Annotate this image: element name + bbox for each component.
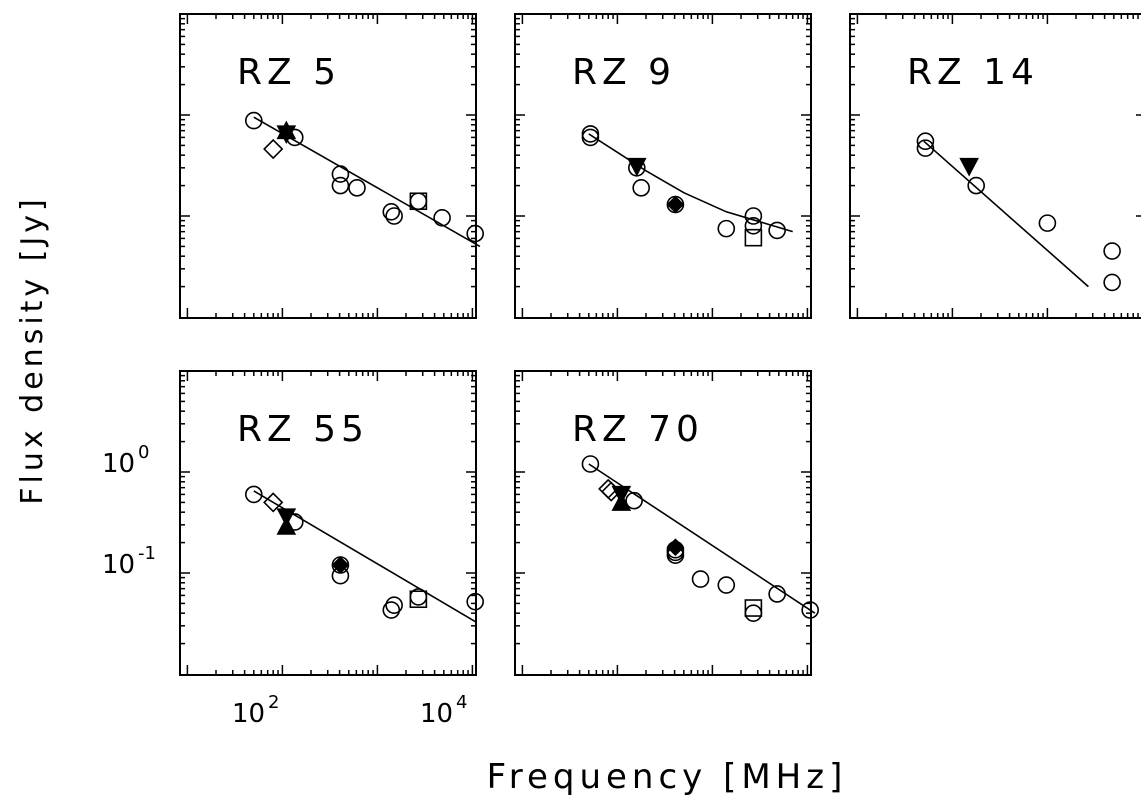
data-point-triangle-down xyxy=(959,157,979,177)
data-point-circle xyxy=(466,592,484,611)
data-point-square xyxy=(409,192,428,211)
data-point-circle xyxy=(385,596,403,614)
data-point-circle xyxy=(717,576,736,594)
data-point-circle xyxy=(1038,214,1057,232)
panel-title: RZ 5 xyxy=(237,52,341,93)
x-tick-base: 10 xyxy=(420,699,453,729)
figure-ylabel: Flux density [Jy] xyxy=(15,195,50,504)
data-point-circle xyxy=(382,601,401,619)
data-point-circle xyxy=(331,165,350,183)
data-point-circle xyxy=(744,216,763,235)
y-tick-label-1e0: 10 0 xyxy=(102,442,149,479)
data-point-diamond xyxy=(263,492,284,513)
data-point-circle xyxy=(768,221,786,240)
panel-rz-14: RZ 14 xyxy=(849,13,1141,319)
figure-xlabel: Frequency [MHz] xyxy=(487,757,848,797)
data-point-circle xyxy=(285,513,304,531)
data-point-square xyxy=(744,599,763,617)
panels: RZ 5 RZ 9 RZ 14 RZ 55 RZ 70 xyxy=(179,13,1141,676)
panel-title: RZ 70 xyxy=(572,409,704,450)
fit-line xyxy=(588,133,793,233)
data-point-circle xyxy=(744,207,763,225)
data-point-circle xyxy=(409,588,428,606)
x-tick-exp: 2 xyxy=(268,692,279,713)
y-tick-exp: -1 xyxy=(138,543,156,564)
data-point-circle xyxy=(331,566,350,585)
panel-title: RZ 14 xyxy=(907,52,1039,93)
x-tick-label-1e4: 10 4 xyxy=(420,692,467,729)
panel-rz-5: RZ 5 xyxy=(179,13,484,319)
data-point-circle xyxy=(581,125,600,143)
y-tick-label-1e-1: 10 -1 xyxy=(102,543,156,580)
data-point-circle xyxy=(632,179,650,197)
data-point-diamond-filled xyxy=(666,538,685,557)
panel-title: RZ 55 xyxy=(237,409,369,450)
data-point-circle xyxy=(1103,273,1121,292)
data-point-circle xyxy=(331,176,350,195)
data-point-circle xyxy=(768,585,786,603)
data-point-circle xyxy=(691,570,710,588)
x-tick-exp: 4 xyxy=(456,692,467,713)
data-point-circle xyxy=(245,111,263,130)
y-tick-base: 10 xyxy=(102,550,135,580)
x-tick-label-1e2: 10 2 xyxy=(232,692,279,729)
data-point-square xyxy=(744,228,763,247)
data-point-circle xyxy=(801,601,819,619)
x-tick-base: 10 xyxy=(232,699,265,729)
panel-title: RZ 9 xyxy=(572,52,676,93)
data-point-circle xyxy=(916,139,935,157)
data-point-triangle-down xyxy=(626,157,647,177)
data-point-diamond-filled xyxy=(666,195,685,214)
data-point-circle xyxy=(433,208,451,227)
data-point-circle xyxy=(717,219,736,238)
data-point-circle xyxy=(409,192,428,211)
data-point-circle xyxy=(385,207,403,225)
fit-line xyxy=(923,140,1089,288)
data-point-circle xyxy=(1103,242,1121,260)
data-point-triangle-up xyxy=(276,516,297,535)
panel-rz-9: RZ 9 xyxy=(514,13,812,319)
data-point-circle xyxy=(581,128,600,147)
data-point-circle xyxy=(245,485,263,504)
data-point-circle xyxy=(285,128,304,147)
y-tick-base: 10 xyxy=(102,449,135,479)
panel-rz-55: RZ 55 xyxy=(179,370,484,676)
data-point-circle xyxy=(581,455,600,473)
data-point-circle xyxy=(967,176,985,195)
data-point-diamond xyxy=(263,138,284,160)
data-point-circle xyxy=(348,179,366,197)
data-point-circle xyxy=(625,491,643,510)
data-point-circle xyxy=(916,132,935,151)
data-point-circle xyxy=(466,224,484,243)
y-tick-exp: 0 xyxy=(138,442,149,463)
data-point-circle xyxy=(382,203,401,221)
panel-rz-70: RZ 70 xyxy=(514,370,819,676)
data-point-circle xyxy=(744,604,763,622)
